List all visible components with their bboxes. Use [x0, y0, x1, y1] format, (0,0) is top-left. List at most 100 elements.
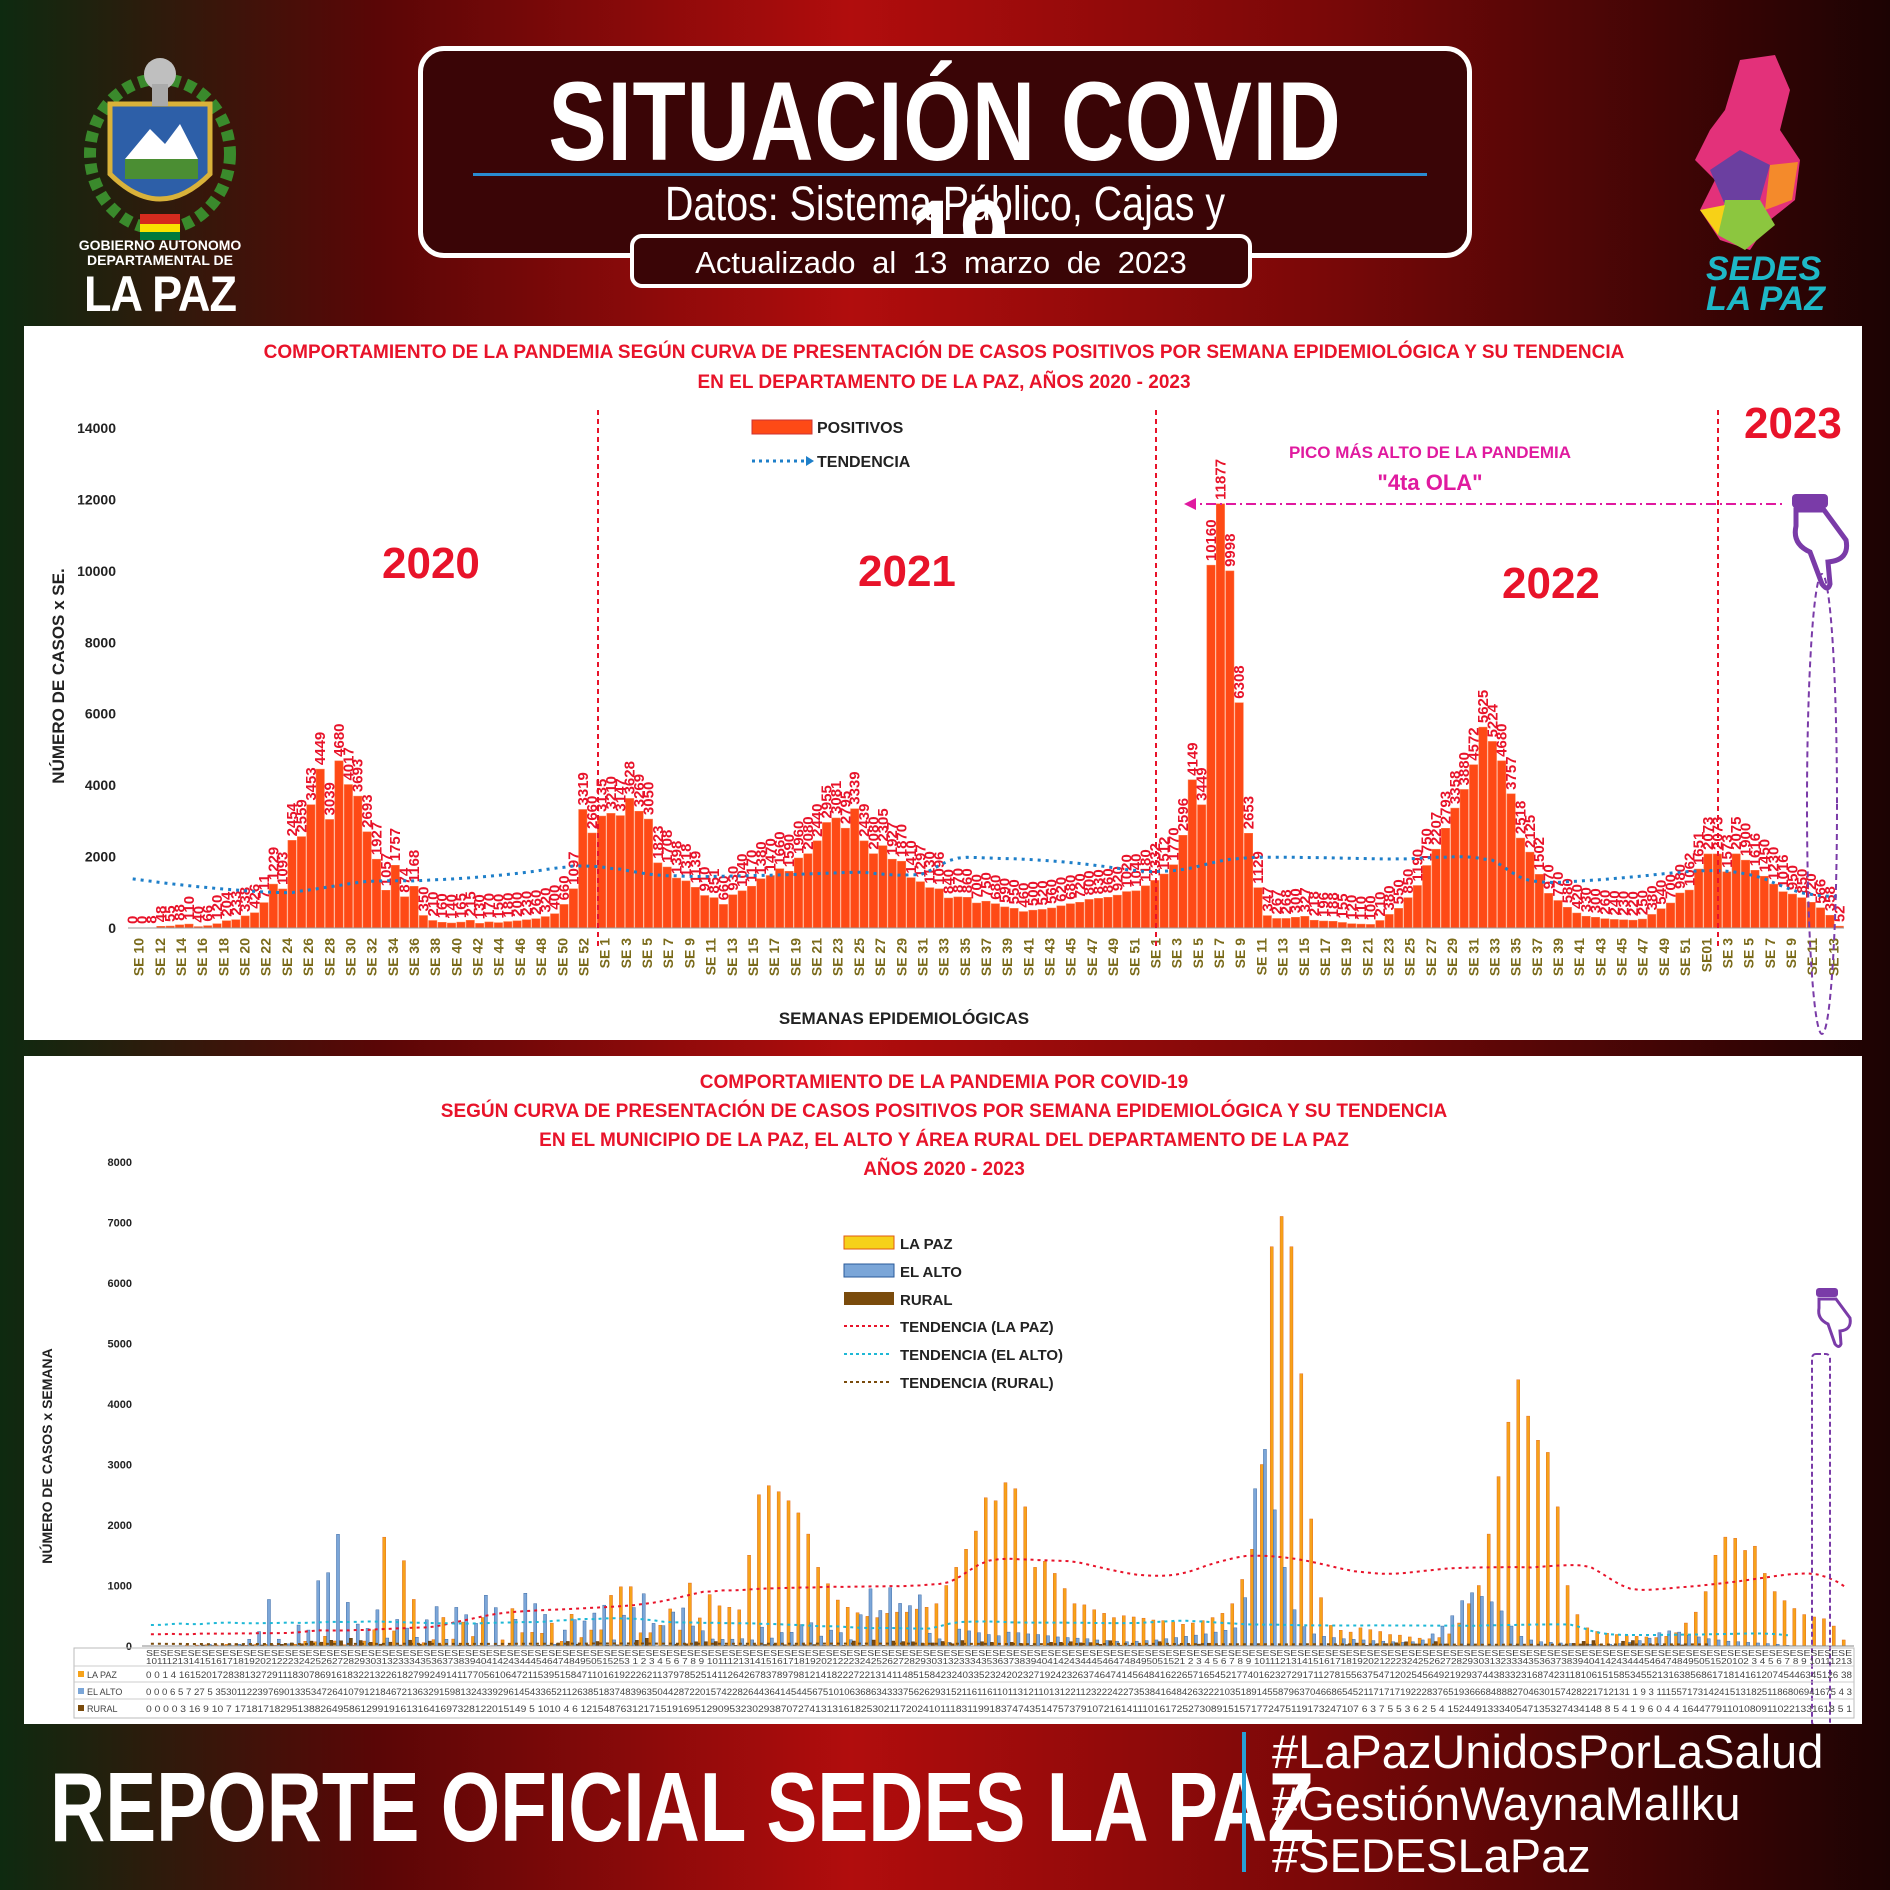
chart1-data-label: 2653: [1241, 796, 1258, 829]
chart2-bar-el-alto: [1519, 1636, 1524, 1647]
chart2-bar-el-alto: [572, 1619, 577, 1647]
chart1-data-label: 830: [1091, 869, 1108, 894]
chart1-data-label: 2075: [1728, 817, 1745, 850]
chart2-bar-la-paz: [1112, 1617, 1116, 1647]
chart1-data-label: 2080: [800, 816, 817, 849]
chart1-data-label: 2080: [865, 816, 882, 849]
chart2-bar-el-alto: [1204, 1633, 1208, 1647]
chart2-bar-el-alto: [523, 1593, 528, 1647]
chart1-bar: [400, 896, 410, 929]
chart1-data-label: 1040: [734, 853, 751, 886]
sedes-line-2: LA PAZ: [1706, 280, 1825, 318]
chart2-bar-el-alto: [395, 1619, 399, 1647]
chart1-bar: [765, 875, 775, 929]
chart1-data-label: 1651: [1691, 832, 1708, 865]
chart1-data-label: 1062: [1681, 853, 1698, 886]
chart1-bar: [240, 915, 250, 929]
chart1-data-label: 1757: [387, 828, 404, 861]
gobernacion-logo-text: GOBIERNO AUTONOMO DEPARTAMENTAL DE LA PA…: [70, 238, 250, 321]
chart2-bar-el-alto: [1539, 1641, 1543, 1647]
chart1-data-label: 48: [153, 906, 170, 923]
chart1-bar: [981, 900, 991, 929]
chart1-bar: [1112, 894, 1122, 929]
chart1-bar: [690, 887, 700, 929]
chart1-data-label: 250: [1634, 890, 1651, 915]
chart2-bar-el-alto: [918, 1594, 922, 1647]
chart1-bar: [297, 836, 306, 929]
chart1-x-tick: SE 50: [554, 938, 570, 976]
chart2-bar-el-alto: [296, 1624, 301, 1647]
chart1-data-label: 700: [969, 874, 986, 899]
chart1-bar: [784, 870, 794, 929]
chart2-bar-la-paz: [1378, 1631, 1382, 1647]
chart1-data-label: 260: [1597, 890, 1614, 915]
chart2-bar-rural: [595, 1641, 600, 1647]
legend-positivos-swatch: [751, 419, 813, 435]
chart1-data-label: 400: [547, 885, 564, 910]
chart1-x-tick: SE 47: [1635, 938, 1651, 976]
chart1-x-tick: SE 31: [1465, 938, 1481, 976]
chart2-bar-la-paz: [1575, 1614, 1580, 1647]
chart1-x-tick: SE 49: [1656, 938, 1672, 976]
chart2-legend: LA PAZ EL ALTO RURAL TENDENCIA (LA PAZ) …: [843, 1235, 1063, 1392]
chart2-bar-la-paz: [579, 1637, 584, 1647]
chart2-bar-la-paz: [1161, 1620, 1165, 1647]
chart1-data-label: 3135: [594, 779, 611, 812]
table-header-se: SESESESESESESESESESESESESESESESESESESESE…: [146, 1649, 1852, 1658]
chart2-bar-el-alto: [1292, 1609, 1297, 1647]
chart2-bar-la-paz: [412, 1599, 416, 1647]
chart1-bar: [887, 858, 897, 929]
chart1-bar: [1122, 891, 1132, 929]
chart2-bar-el-alto: [1450, 1615, 1455, 1647]
chart1-bar: [634, 811, 644, 929]
chart1-bar: [859, 840, 869, 929]
legend-rural-label: RURAL: [900, 1292, 953, 1309]
chart1-x-tick: SE 33: [1486, 938, 1502, 976]
peak-annotation-line1: PICO MÁS ALTO DE LA PANDEMIA: [1289, 443, 1571, 462]
chart1-bar: [1750, 870, 1760, 929]
chart1-bar: [1272, 918, 1282, 929]
chart1-data-label: 1927: [368, 822, 385, 855]
chart1-data-label: 851: [706, 869, 723, 894]
chart2-bar-el-alto: [385, 1637, 390, 1647]
chart2-bar-el-alto: [405, 1627, 409, 1647]
pointing-hand-icon-small: [1816, 1288, 1852, 1348]
chart1-bar: [1225, 570, 1235, 929]
chart1-bar: [456, 921, 466, 929]
chart2-bar-la-paz: [1733, 1538, 1737, 1647]
chart2-bar-el-alto: [1716, 1639, 1721, 1647]
chart2-bar-el-alto: [1095, 1639, 1100, 1647]
chart1-x-tick: SE 13: [724, 938, 740, 976]
chart1-x-tick: SE 5: [639, 938, 655, 969]
chart1-data-label: 3358: [1447, 771, 1464, 804]
table-label-la-paz: LA PAZ: [87, 1670, 117, 1680]
chart1-data-label: 110: [181, 896, 198, 920]
chart2-bar-la-paz: [1694, 1611, 1698, 1647]
chart1-data-label: 9998: [1222, 534, 1239, 567]
chart1-x-tick: SE 24: [279, 938, 295, 976]
chart2-bar-el-alto: [1726, 1640, 1731, 1647]
chart2-bar-la-paz: [1181, 1624, 1185, 1647]
chart2-bar-el-alto: [454, 1607, 459, 1647]
chart1-bar: [737, 890, 747, 929]
chart1-bar: [1722, 871, 1732, 929]
chart1-y-tick: 10000: [77, 563, 116, 579]
chart1-x-tick: SE 3: [1169, 938, 1185, 969]
chart1-data-label: 1450: [1756, 839, 1773, 872]
chart1-y-tick: 4000: [85, 777, 116, 793]
chart2-bar-el-alto: [582, 1620, 587, 1647]
chart1-bar: [812, 840, 822, 929]
chart1-bar: [428, 920, 438, 929]
chart1-data-label: 233: [228, 891, 245, 916]
chart1-x-tick: SE 5: [1741, 938, 1757, 969]
table-label-rural: RURAL: [87, 1704, 118, 1714]
chart1-bar: [1337, 922, 1347, 929]
chart1-data-label: 267: [1269, 889, 1286, 914]
chart2-bar-la-paz: [934, 1603, 939, 1647]
chart1-bar: [822, 822, 832, 929]
chart2-bar-el-alto: [888, 1587, 892, 1647]
chart1-data-label: 350: [415, 886, 432, 911]
chart1-data-label: 800: [1081, 870, 1098, 895]
chart1-bar: [222, 920, 231, 929]
chart2-bar-el-alto: [1420, 1639, 1425, 1647]
